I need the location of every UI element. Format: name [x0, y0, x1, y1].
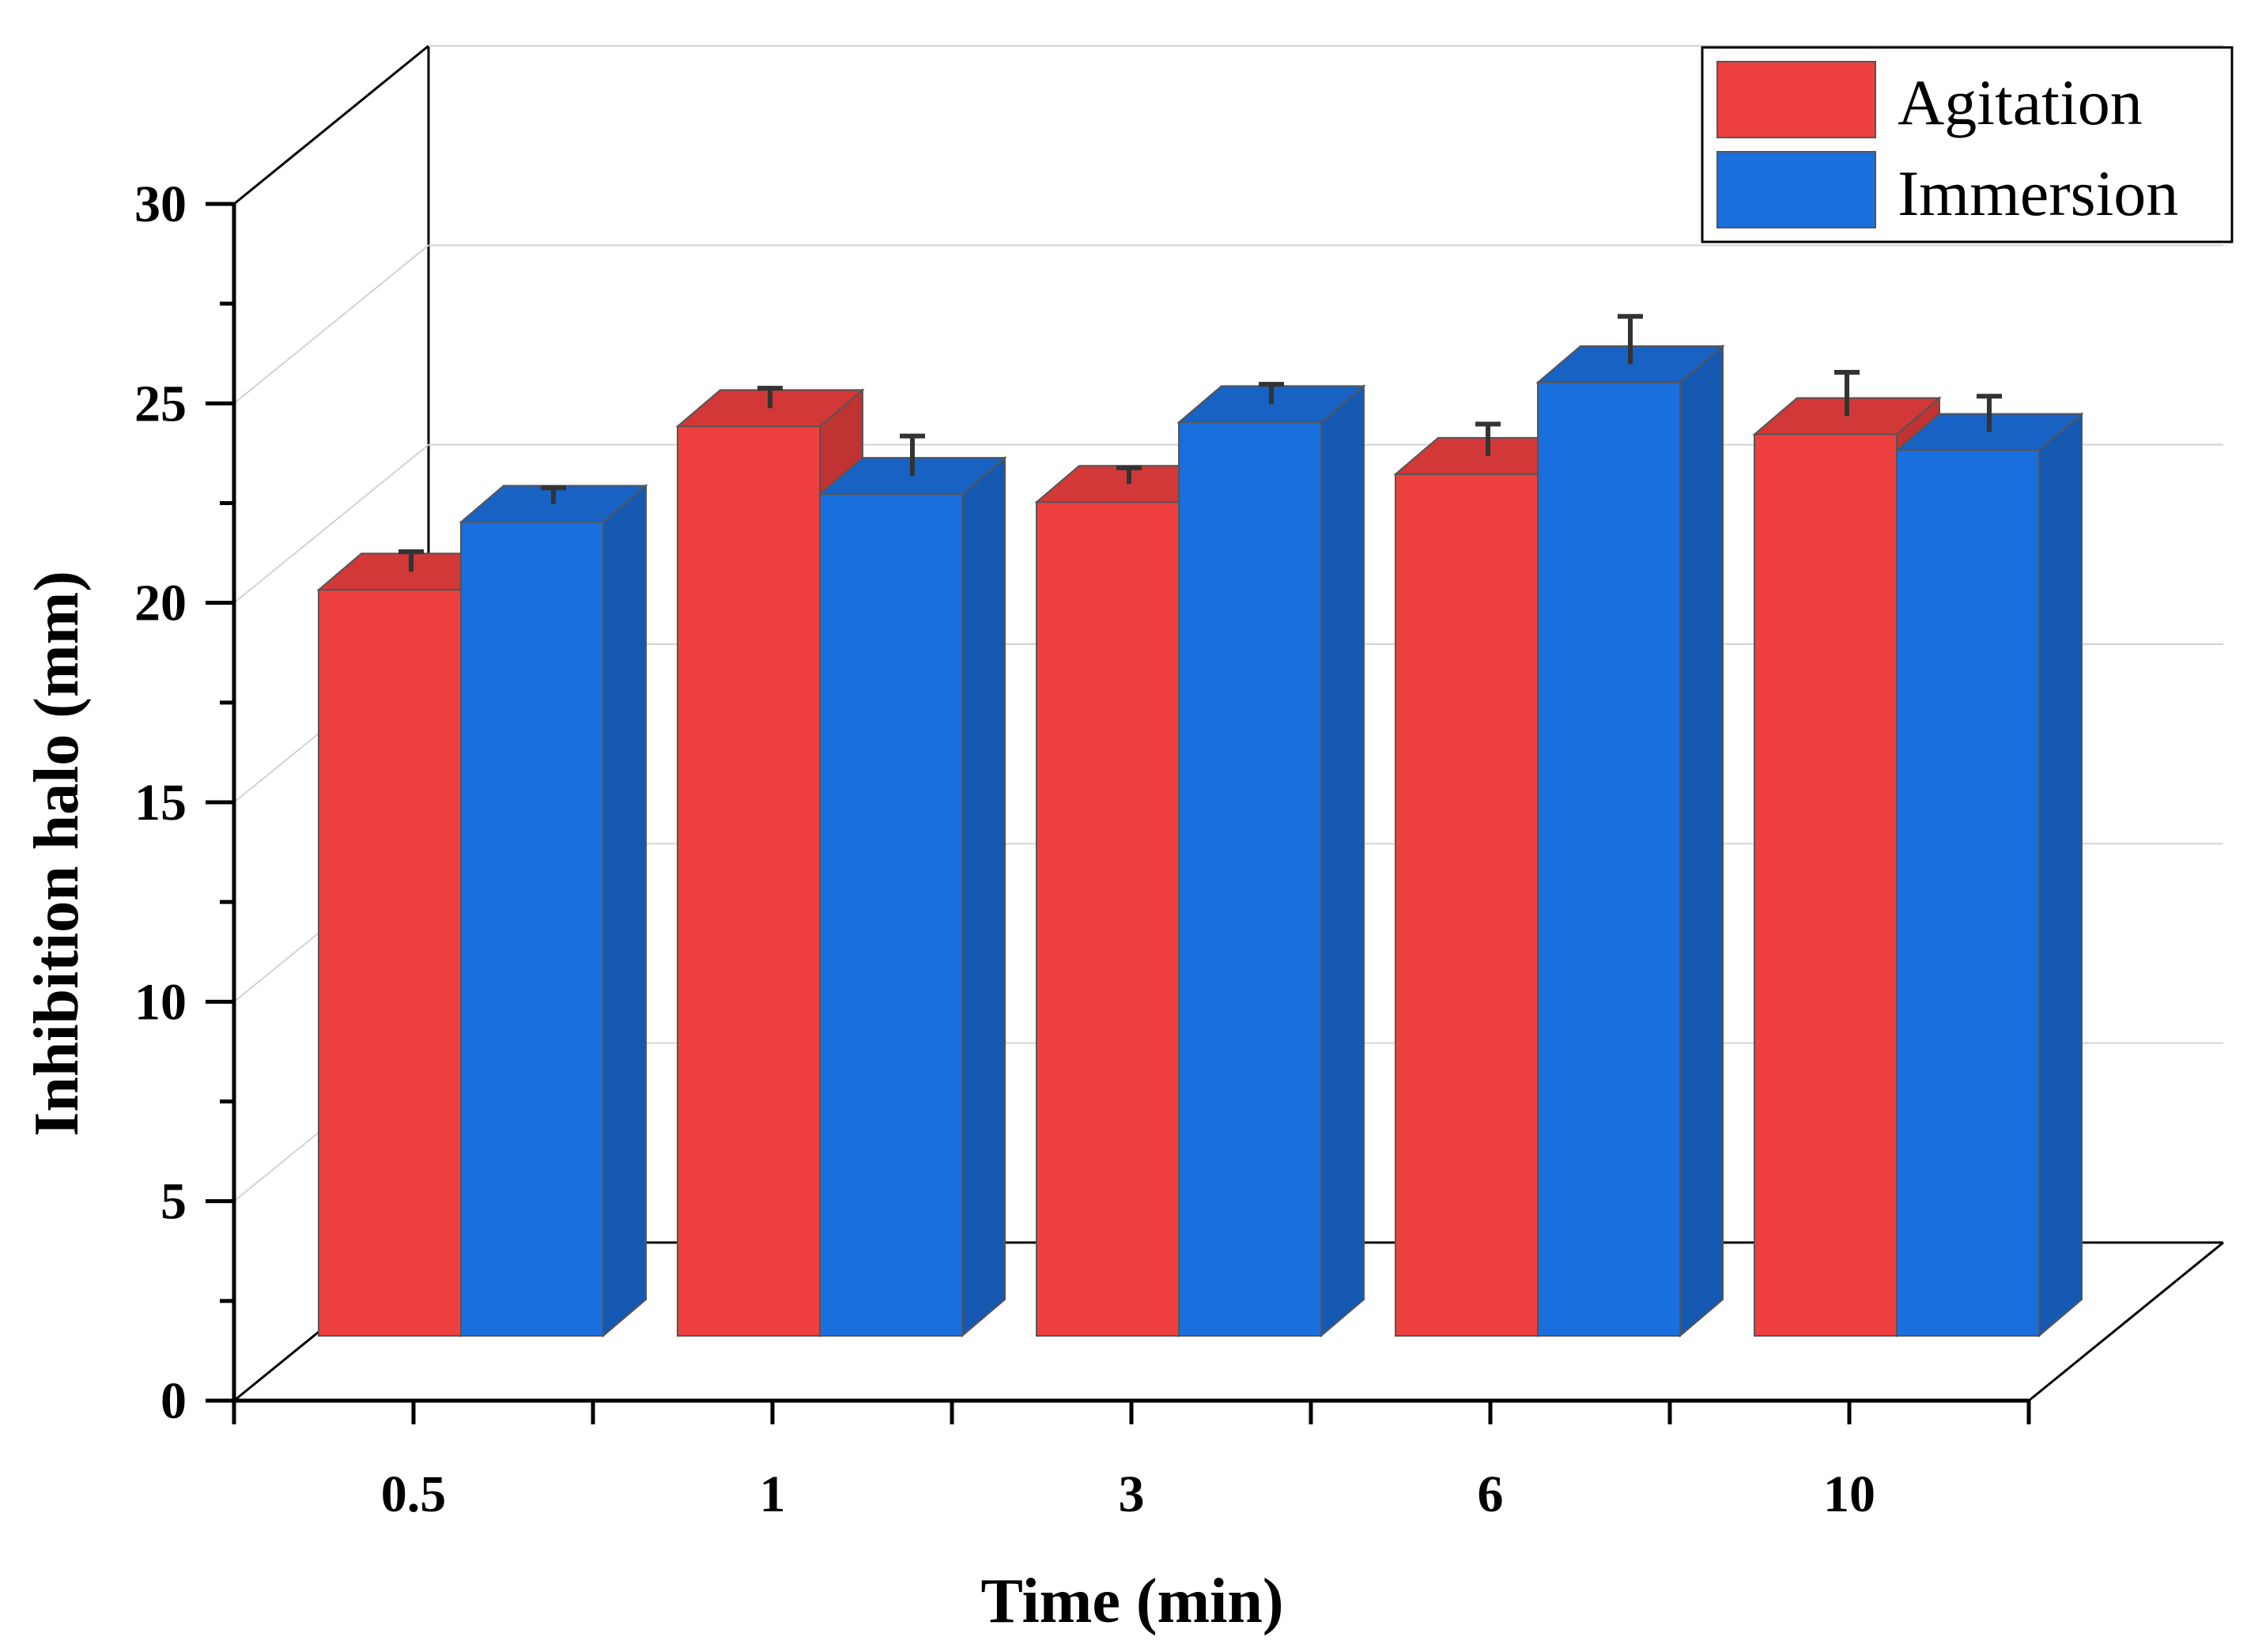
legend-swatch-immersion: [1716, 151, 1876, 228]
bar-side-face: [602, 484, 647, 1338]
gridline-side: [233, 443, 429, 604]
y-tick-label: 5: [160, 1173, 187, 1231]
bar-immersion-1: [818, 433, 1007, 1338]
bar-side-face: [961, 455, 1006, 1338]
legend-label-immersion: Immersion: [1898, 157, 2178, 229]
bar-immersion-10: [1894, 394, 2084, 1338]
bar-front-face: [318, 589, 462, 1337]
gridline-side: [233, 244, 429, 405]
bar-front-face: [1178, 421, 1322, 1337]
bar-front-face: [1537, 381, 1681, 1337]
x-axis-title: Time (min): [981, 1567, 1284, 1636]
bar-front-face: [1754, 433, 1898, 1337]
bar-side-face: [2038, 412, 2083, 1338]
bar-side-face: [1320, 384, 1365, 1338]
bar-front-face: [1896, 449, 2040, 1337]
axes: [206, 202, 2031, 1424]
y-axis-title: Inhibition halo (mm): [22, 571, 92, 1137]
top-depth-edge: [233, 44, 429, 206]
x-tick-label: 0.5: [381, 1465, 447, 1523]
floor-right-edge: [2028, 1241, 2224, 1402]
bar-immersion-0.5: [459, 484, 648, 1338]
bar-front-face: [460, 521, 604, 1337]
legend-label-agitation: Agitation: [1898, 66, 2143, 138]
y-tick-label: 10: [134, 973, 187, 1031]
bars: [316, 314, 2084, 1338]
bar-side-face: [1679, 344, 1724, 1338]
x-tick-label: 3: [1119, 1465, 1145, 1523]
x-tick-label: 1: [760, 1465, 786, 1523]
y-tick-label: 25: [134, 375, 187, 432]
bar-front-face: [677, 425, 821, 1337]
y-tick-label: 20: [134, 575, 187, 632]
y-tick-label: 30: [134, 175, 187, 233]
bar-immersion-6: [1535, 314, 1725, 1338]
legend-swatch-agitation: [1716, 61, 1876, 138]
bar-front-face: [1395, 473, 1539, 1337]
bar-front-face: [819, 493, 963, 1337]
bar-front-face: [1036, 501, 1180, 1337]
bar-immersion-3: [1176, 382, 1366, 1338]
x-tick-label: 10: [1823, 1465, 1875, 1523]
tick-labels: 0 5 10 15 20 25 30 0.5 1 3 6 10: [134, 175, 1875, 1523]
y-tick-label: 15: [134, 774, 187, 832]
legend: Agitation Immersion: [1701, 46, 2234, 243]
x-tick-label: 6: [1478, 1465, 1504, 1523]
y-tick-label: 0: [160, 1372, 187, 1430]
